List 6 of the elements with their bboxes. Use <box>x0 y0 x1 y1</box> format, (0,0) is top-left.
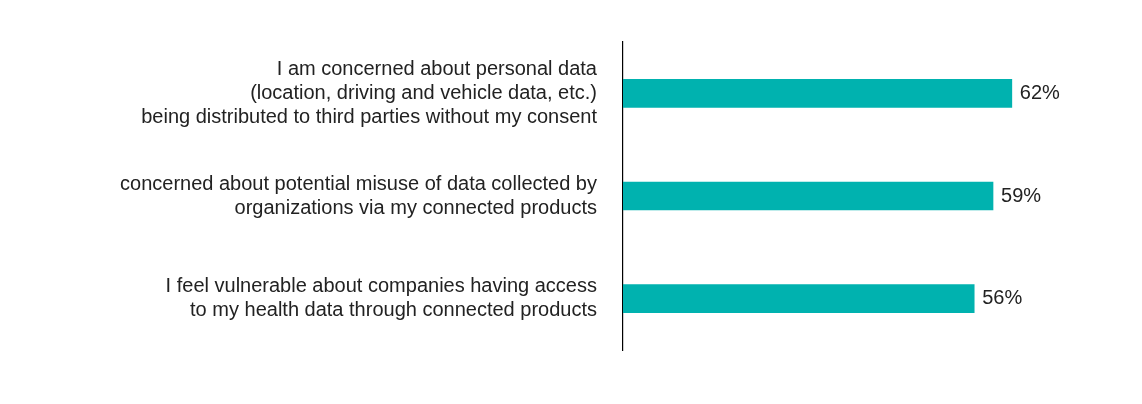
y-tick-label: I feel vulnerable about companies having access to my health data through connected products <box>165 274 597 321</box>
data-label: 56% <box>982 286 1023 309</box>
y-tick-label: I am concerned about personal data (location, driving and vehicle data, etc.) being distributed to third parties without my consent <box>141 56 598 127</box>
y-tick-label: concerned about potential misuse of data collected by organizations via my connected products <box>120 171 597 218</box>
data-label: 59% <box>1001 183 1042 206</box>
data-label: 62% <box>1019 80 1061 103</box>
